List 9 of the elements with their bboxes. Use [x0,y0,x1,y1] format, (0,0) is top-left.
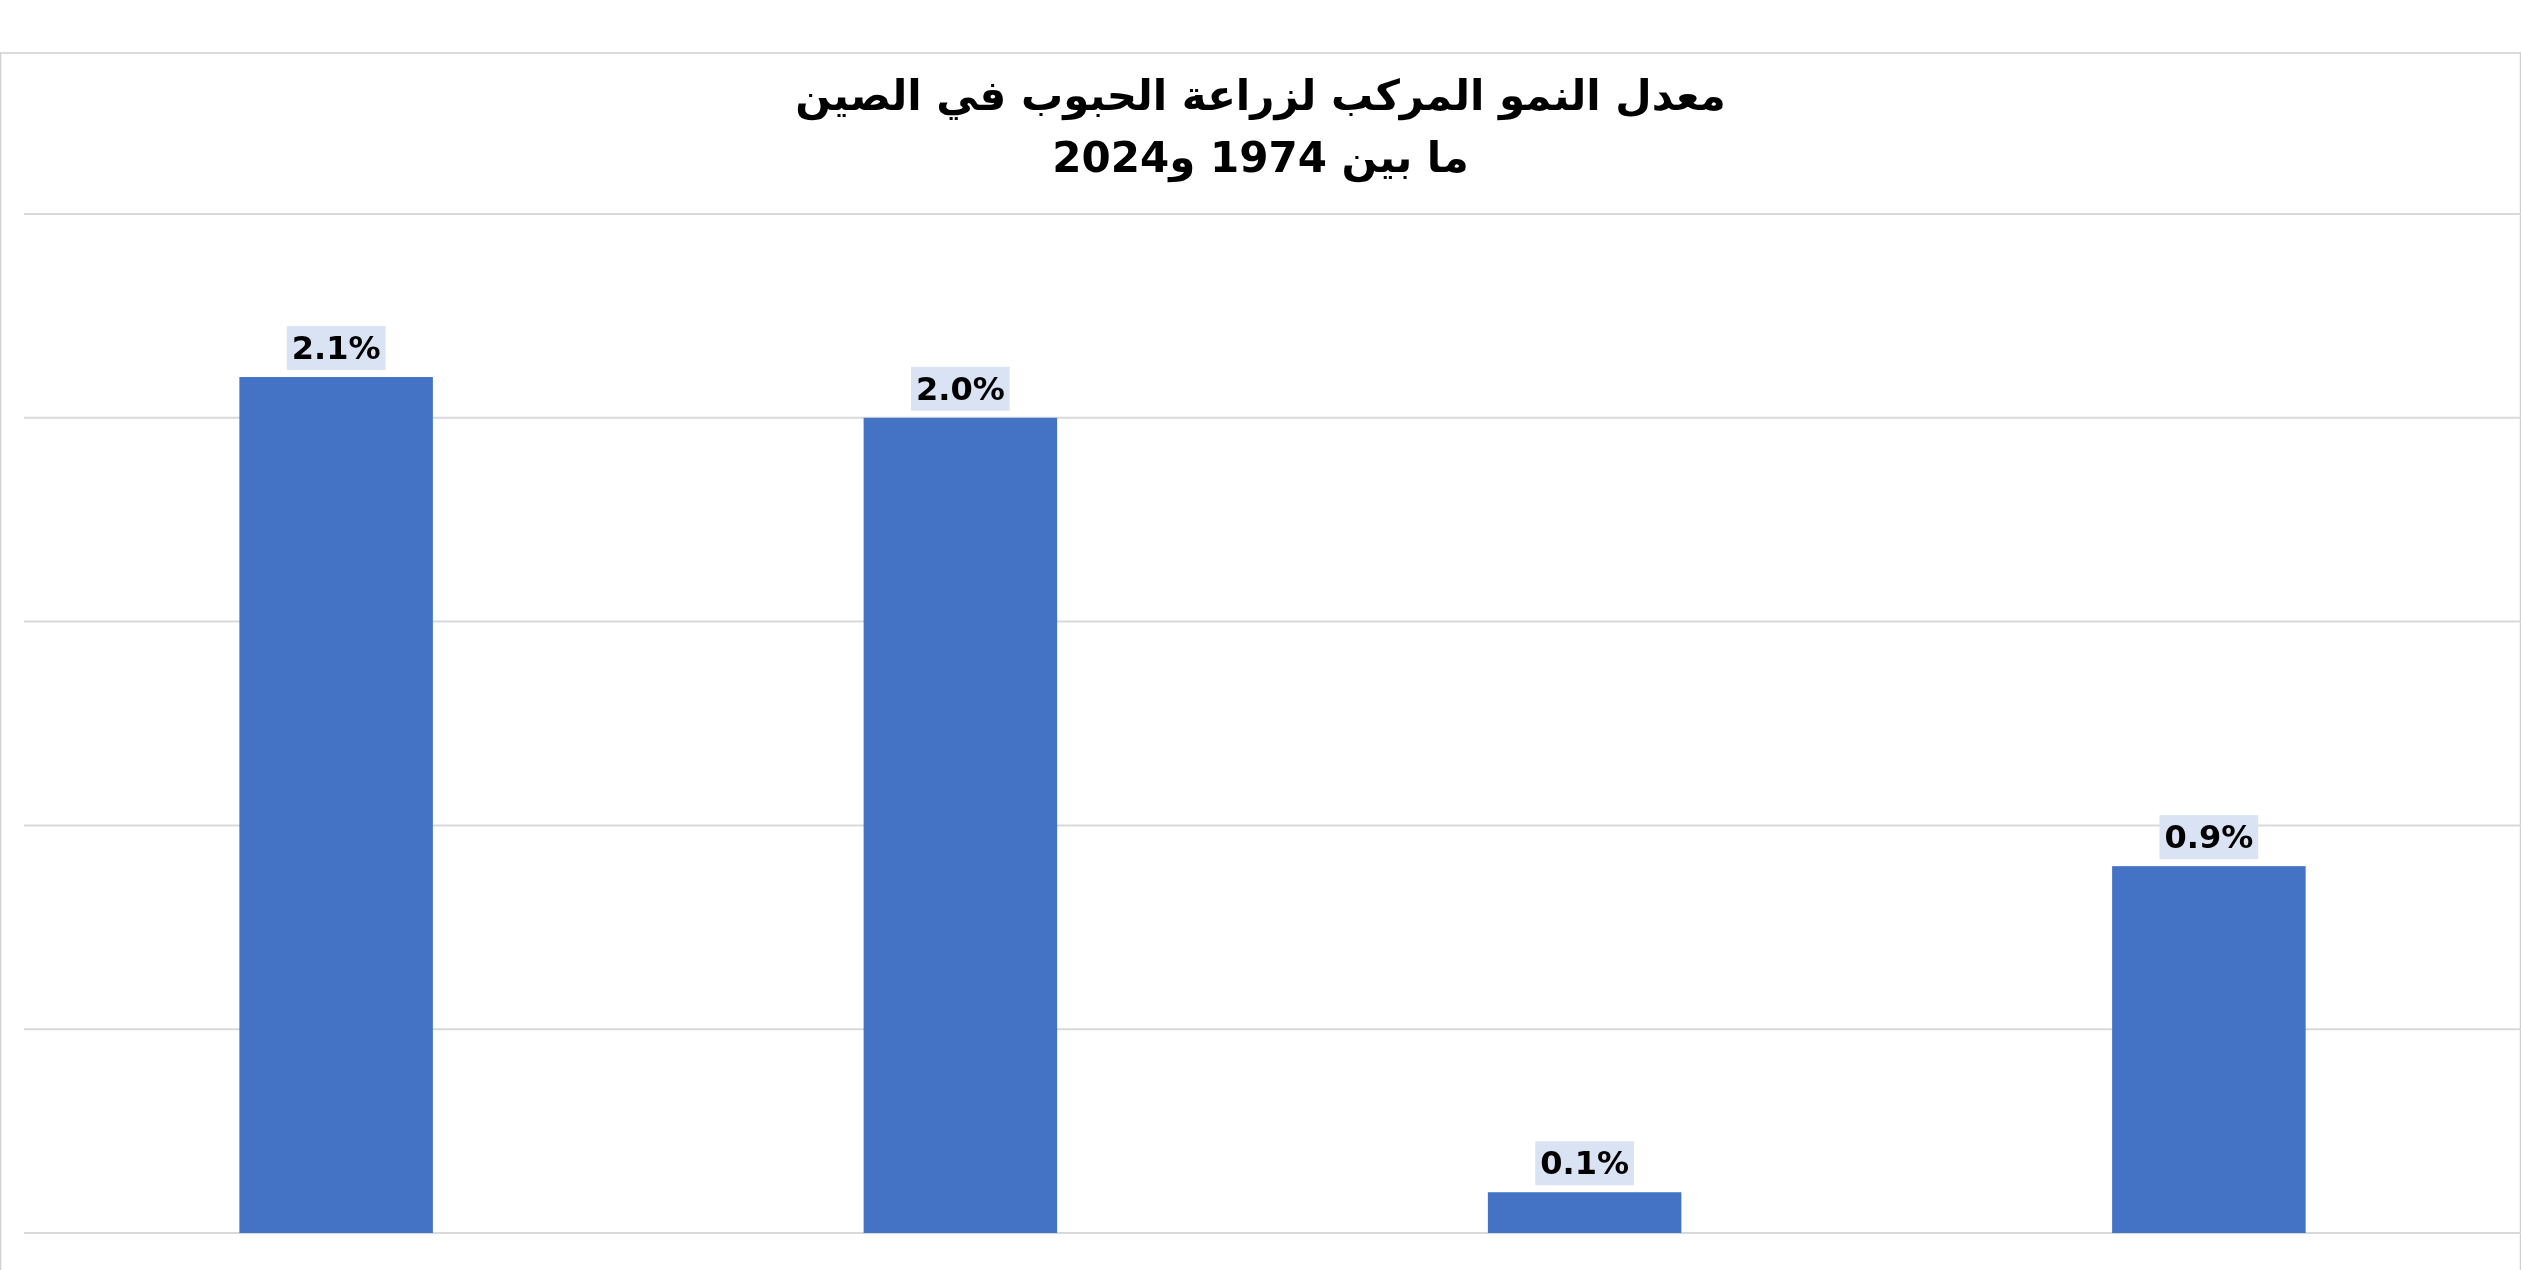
data-label: 2.1% [291,329,381,368]
bar [2112,866,2306,1233]
bar [239,377,433,1233]
bar [1487,1192,1682,1233]
data-label: 2.0% [916,369,1005,408]
data-label: 0.1% [1540,1144,1629,1183]
bar [863,417,1058,1233]
data-label: 0.9% [2164,818,2254,857]
chart-title: معدل النمو المركب لزراعة الحبوب في الصين ما بين 1974 و2024 [795,71,1726,183]
